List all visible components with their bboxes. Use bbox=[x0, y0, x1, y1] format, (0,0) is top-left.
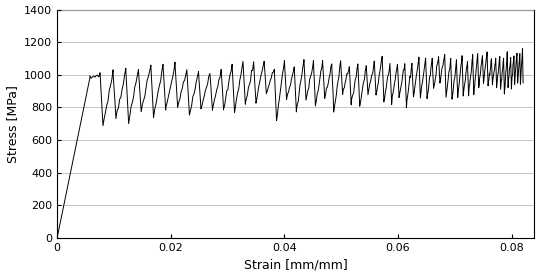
X-axis label: Strain [mm/mm]: Strain [mm/mm] bbox=[244, 258, 348, 271]
Y-axis label: Stress [MPa]: Stress [MPa] bbox=[5, 85, 18, 163]
